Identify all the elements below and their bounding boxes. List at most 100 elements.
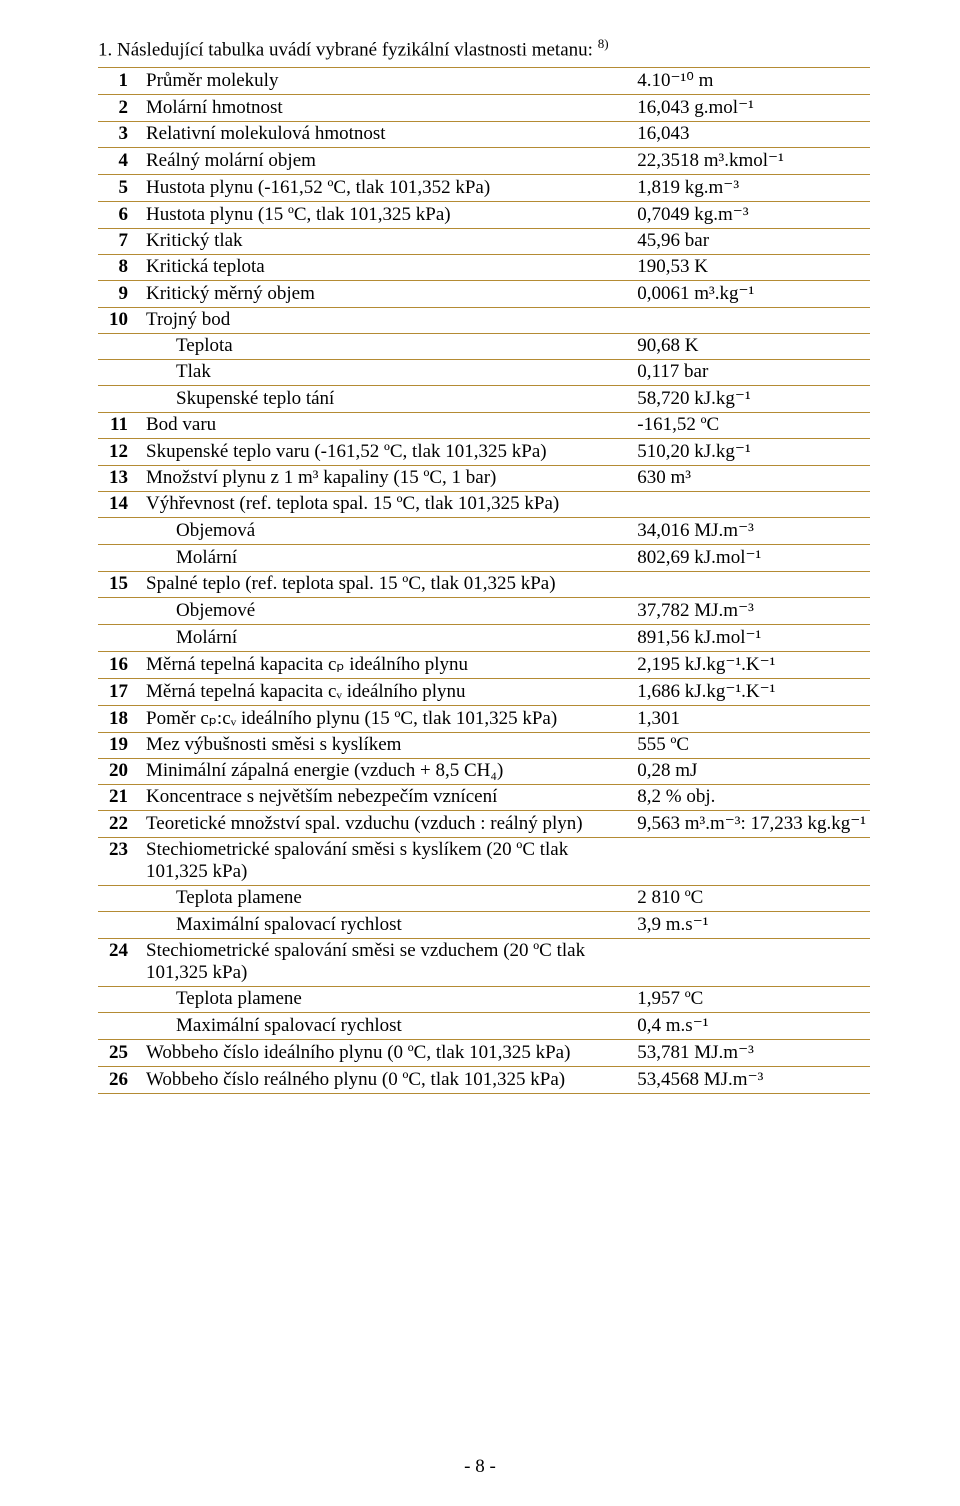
- row-value: 34,016 MJ.m⁻³: [633, 518, 870, 545]
- row-index: [98, 886, 136, 912]
- table-row: 2Molární hmotnost16,043 g.mol⁻¹: [98, 95, 870, 122]
- table-row: 25Wobbeho číslo ideálního plynu (0 ºC, t…: [98, 1040, 870, 1067]
- row-label: Wobbeho číslo ideálního plynu (0 ºC, tla…: [136, 1040, 633, 1067]
- row-label: Minimální zápalná energie (vzduch + 8,5 …: [136, 759, 633, 785]
- row-index: 3: [98, 122, 136, 148]
- row-value: [633, 838, 870, 886]
- row-label: Průměr molekuly: [136, 68, 633, 95]
- row-label: Skupenské teplo varu (-161,52 ºC, tlak 1…: [136, 439, 633, 466]
- row-label: Množství plynu z 1 m³ kapaliny (15 ºC, 1…: [136, 466, 633, 492]
- row-index: [98, 334, 136, 360]
- table-row: 24Stechiometrické spalování směsi se vzd…: [98, 939, 870, 987]
- table-row: 5Hustota plynu (-161,52 ºC, tlak 101,352…: [98, 175, 870, 202]
- table-row: 1Průměr molekuly4.10⁻¹⁰ m: [98, 68, 870, 95]
- row-value: 1,819 kg.m⁻³: [633, 175, 870, 202]
- table-row: Teplota plamene1,957 ºC: [98, 987, 870, 1013]
- row-label: Maximální spalovací rychlost: [136, 1013, 633, 1040]
- row-label: Molární: [136, 625, 633, 652]
- properties-table: 1Průměr molekuly4.10⁻¹⁰ m2Molární hmotno…: [98, 67, 870, 1094]
- table-row: 9Kritický měrný objem0,0061 m³.kg⁻¹: [98, 281, 870, 308]
- table-row: 11Bod varu-161,52 ºC: [98, 413, 870, 439]
- table-row: 26Wobbeho číslo reálného plynu (0 ºC, tl…: [98, 1067, 870, 1094]
- table-row: 23Stechiometrické spalování směsi s kysl…: [98, 838, 870, 886]
- row-value: 0,0061 m³.kg⁻¹: [633, 281, 870, 308]
- table-row: Maximální spalovací rychlost0,4 m.s⁻¹: [98, 1013, 870, 1040]
- row-label: Stechiometrické spalování směsi se vzduc…: [136, 939, 633, 987]
- row-label: Měrná tepelná kapacita cᵥ ideálního plyn…: [136, 679, 633, 706]
- table-row: 12Skupenské teplo varu (-161,52 ºC, tlak…: [98, 439, 870, 466]
- table-row: 4Reálný molární objem22,3518 m³.kmol⁻¹: [98, 148, 870, 175]
- table-row: 13Množství plynu z 1 m³ kapaliny (15 ºC,…: [98, 466, 870, 492]
- row-index: [98, 912, 136, 939]
- row-value: 630 m³: [633, 466, 870, 492]
- row-label: Reálný molární objem: [136, 148, 633, 175]
- row-label: Wobbeho číslo reálného plynu (0 ºC, tlak…: [136, 1067, 633, 1094]
- row-label: Tlak: [136, 360, 633, 386]
- row-label: Trojný bod: [136, 308, 633, 334]
- row-value: 58,720 kJ.kg⁻¹: [633, 386, 870, 413]
- row-value: 16,043: [633, 122, 870, 148]
- row-value: 0,28 mJ: [633, 759, 870, 785]
- row-label: Kritická teplota: [136, 255, 633, 281]
- row-index: [98, 518, 136, 545]
- row-label: Měrná tepelná kapacita cₚ ideálního plyn…: [136, 652, 633, 679]
- table-row: 14Výhřevnost (ref. teplota spal. 15 ºC, …: [98, 492, 870, 518]
- row-label: Skupenské teplo tání: [136, 386, 633, 413]
- table-row: 17Měrná tepelná kapacita cᵥ ideálního pl…: [98, 679, 870, 706]
- row-value: 0,4 m.s⁻¹: [633, 1013, 870, 1040]
- row-label: Molární hmotnost: [136, 95, 633, 122]
- row-label: Bod varu: [136, 413, 633, 439]
- page-number: - 8 -: [0, 1456, 960, 1478]
- row-index: 1: [98, 68, 136, 95]
- row-value: -161,52 ºC: [633, 413, 870, 439]
- table-row: 18Poměr cₚ:cᵥ ideálního plynu (15 ºC, tl…: [98, 706, 870, 733]
- row-index: [98, 386, 136, 413]
- row-value: 2 810 ºC: [633, 886, 870, 912]
- row-index: 8: [98, 255, 136, 281]
- row-index: 19: [98, 733, 136, 759]
- row-index: 4: [98, 148, 136, 175]
- row-index: 20: [98, 759, 136, 785]
- table-row: 20Minimální zápalná energie (vzduch + 8,…: [98, 759, 870, 785]
- row-index: 26: [98, 1067, 136, 1094]
- row-index: [98, 1013, 136, 1040]
- row-value: [633, 492, 870, 518]
- table-row: Teplota90,68 K: [98, 334, 870, 360]
- row-value: 190,53 K: [633, 255, 870, 281]
- table-row: Maximální spalovací rychlost3,9 m.s⁻¹: [98, 912, 870, 939]
- row-label: Teoretické množství spal. vzduchu (vzduc…: [136, 811, 633, 838]
- row-value: 45,96 bar: [633, 229, 870, 255]
- table-row: 19Mez výbušnosti směsi s kyslíkem555 ºC: [98, 733, 870, 759]
- row-value: [633, 308, 870, 334]
- row-value: 555 ºC: [633, 733, 870, 759]
- table-row: Objemová34,016 MJ.m⁻³: [98, 518, 870, 545]
- row-label: Hustota plynu (15 ºC, tlak 101,325 kPa): [136, 202, 633, 229]
- row-value: [633, 572, 870, 598]
- table-row: 10Trojný bod: [98, 308, 870, 334]
- row-value: 4.10⁻¹⁰ m: [633, 68, 870, 95]
- row-value: 510,20 kJ.kg⁻¹: [633, 439, 870, 466]
- table-row: 21Koncentrace s největším nebezpečím vzn…: [98, 785, 870, 811]
- row-index: 24: [98, 939, 136, 987]
- row-label: Spalné teplo (ref. teplota spal. 15 ºC, …: [136, 572, 633, 598]
- row-value: 37,782 MJ.m⁻³: [633, 598, 870, 625]
- row-index: 9: [98, 281, 136, 308]
- row-index: [98, 987, 136, 1013]
- row-value: 3,9 m.s⁻¹: [633, 912, 870, 939]
- row-index: 11: [98, 413, 136, 439]
- table-row: Tlak0,117 bar: [98, 360, 870, 386]
- row-index: [98, 360, 136, 386]
- row-index: 22: [98, 811, 136, 838]
- row-label: Výhřevnost (ref. teplota spal. 15 ºC, tl…: [136, 492, 633, 518]
- row-index: 16: [98, 652, 136, 679]
- row-label: Koncentrace s největším nebezpečím vzníc…: [136, 785, 633, 811]
- row-index: 23: [98, 838, 136, 886]
- table-row: Molární891,56 kJ.mol⁻¹: [98, 625, 870, 652]
- row-value: 16,043 g.mol⁻¹: [633, 95, 870, 122]
- row-index: [98, 545, 136, 572]
- row-index: 13: [98, 466, 136, 492]
- row-index: 7: [98, 229, 136, 255]
- intro-text: 1. Následující tabulka uvádí vybrané fyz…: [98, 39, 598, 60]
- row-label: Mez výbušnosti směsi s kyslíkem: [136, 733, 633, 759]
- row-value: 90,68 K: [633, 334, 870, 360]
